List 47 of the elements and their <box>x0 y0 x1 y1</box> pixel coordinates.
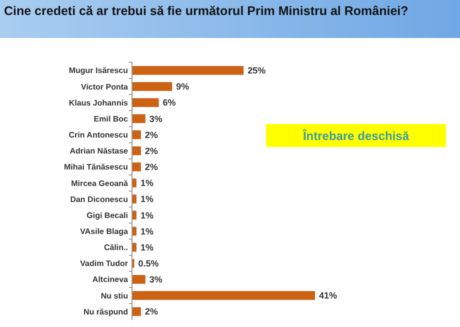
chart-title: Cine credeti că ar trebui să fie următorul Prim Ministru al României? <box>4 4 408 18</box>
y-tick-label: Adrian Năstase <box>70 146 129 156</box>
data-label: 25% <box>248 66 266 76</box>
data-label: 2% <box>144 130 158 140</box>
data-label: 3% <box>149 274 162 285</box>
bar <box>132 130 141 140</box>
y-tick-label: Victor Ponta <box>81 82 129 92</box>
data-label: 1% <box>140 194 154 204</box>
bar <box>132 98 159 108</box>
y-tick-label: Crin Antonescu <box>68 130 128 140</box>
data-label: 2% <box>144 162 158 172</box>
data-label: 1% <box>140 242 154 252</box>
data-label: 2% <box>144 146 158 156</box>
y-tick-label: Nu stiu <box>100 291 128 300</box>
y-tick-label: Klaus Johannis <box>68 98 129 108</box>
data-label: 1% <box>140 210 154 220</box>
bar <box>132 194 136 204</box>
data-label: 0.5% <box>138 258 159 268</box>
bar <box>132 114 146 124</box>
y-tick-label: Vadim Tudor <box>80 259 128 268</box>
y-tick-label: Mihai Tănăsescu <box>64 162 128 172</box>
bar <box>132 178 136 188</box>
y-tick-label: Altcineva <box>92 275 129 284</box>
data-label: 3% <box>149 114 162 124</box>
annotation: Întrebare deschisă <box>302 129 410 144</box>
y-tick-label: Mircea Geoană <box>71 178 129 188</box>
y-tick-label: Gigi Becali <box>86 210 128 220</box>
bar <box>132 66 244 75</box>
data-label: 9% <box>176 82 190 92</box>
y-tick-label: Mugur Isărescu <box>68 66 128 76</box>
bar <box>132 274 146 284</box>
y-tick-label: Emil Boc <box>94 114 129 124</box>
bar <box>132 210 136 220</box>
bar <box>132 291 315 300</box>
data-label: 2% <box>144 306 158 317</box>
y-tick-label: VAsile Blaga <box>80 226 129 236</box>
bar <box>132 307 141 316</box>
bar <box>132 146 141 156</box>
data-label: 1% <box>140 226 154 236</box>
y-tick-label: Dan Diconescu <box>70 194 128 204</box>
y-tick-label: Nu răspund <box>84 307 128 316</box>
bar <box>132 82 172 91</box>
y-tick-label: Călin.. <box>104 243 128 252</box>
data-label: 41% <box>319 290 338 301</box>
bar <box>132 162 141 172</box>
data-label: 1% <box>140 178 154 188</box>
data-label: 6% <box>162 98 176 108</box>
